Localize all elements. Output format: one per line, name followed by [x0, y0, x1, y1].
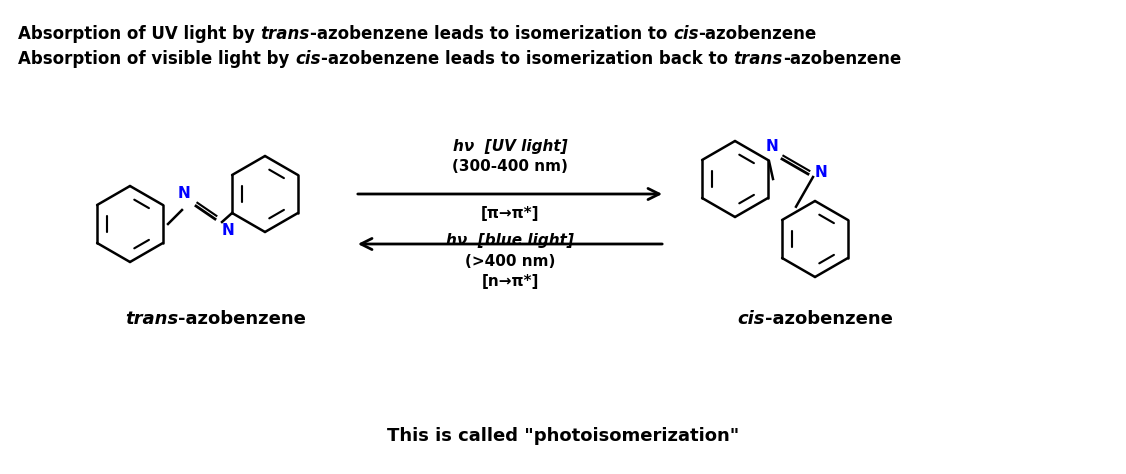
Text: hν  [UV light]: hν [UV light]	[453, 139, 568, 154]
Text: -azobenzene: -azobenzene	[783, 50, 901, 68]
Text: -azobenzene: -azobenzene	[698, 25, 816, 43]
Text: cis: cis	[295, 50, 321, 68]
Text: [π→π*]: [π→π*]	[481, 206, 539, 221]
Text: (>400 nm): (>400 nm)	[465, 254, 555, 269]
Text: trans: trans	[260, 25, 310, 43]
Text: -azobenzene: -azobenzene	[765, 310, 893, 328]
Text: [n→π*]: [n→π*]	[481, 274, 538, 289]
Text: trans: trans	[733, 50, 783, 68]
Text: N: N	[178, 186, 190, 201]
Text: N: N	[815, 164, 828, 180]
Text: -azobenzene leads to isomerization to: -azobenzene leads to isomerization to	[310, 25, 673, 43]
Text: cis: cis	[673, 25, 698, 43]
Text: (300-400 nm): (300-400 nm)	[452, 159, 568, 174]
Text: N: N	[222, 223, 234, 238]
Text: -azobenzene leads to isomerization back to: -azobenzene leads to isomerization back …	[321, 50, 733, 68]
Text: trans: trans	[125, 310, 178, 328]
Text: hν  [blue light]: hν [blue light]	[446, 233, 574, 248]
Text: This is called "photoisomerization": This is called "photoisomerization"	[387, 427, 739, 445]
Text: Absorption of UV light by: Absorption of UV light by	[18, 25, 260, 43]
Text: cis: cis	[738, 310, 765, 328]
Text: Absorption of visible light by: Absorption of visible light by	[18, 50, 295, 68]
Text: -azobenzene: -azobenzene	[178, 310, 306, 328]
Text: N: N	[766, 139, 778, 154]
